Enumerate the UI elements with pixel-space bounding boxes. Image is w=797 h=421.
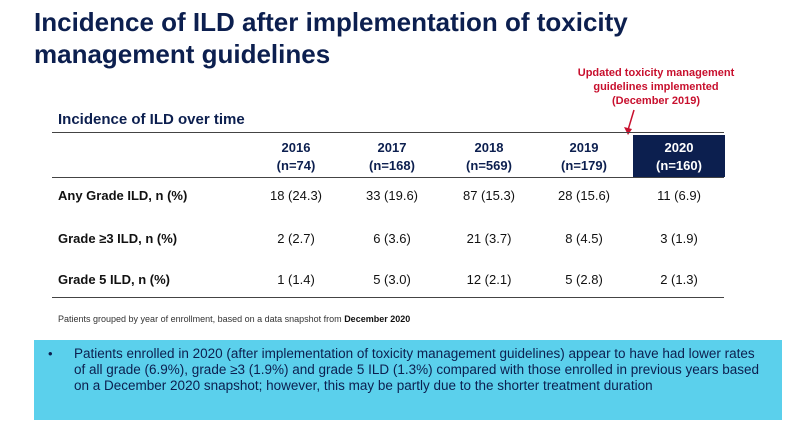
row-label-grade-5: Grade 5 ILD, n (%) [58,272,170,287]
table-cell: 1 (1.4) [277,272,315,287]
column-year: 2016 [281,140,311,155]
section-heading: Incidence of ILD over time [58,111,245,128]
annotation-line-1: Updated toxicity management [577,67,735,79]
column-header-2018: 2018 (n=569) [443,135,535,177]
column-n: (n=179) [561,158,607,173]
table-cell: 2 (2.7) [277,231,315,246]
column-n: (n=160) [656,158,702,173]
row-label-any-grade: Any Grade ILD, n (%) [58,188,188,203]
table-cell: 3 (1.9) [660,231,698,246]
table-header-rule [52,177,724,178]
footnote: Patients grouped by year of enrollment, … [58,314,410,324]
table-cell: 21 (3.7) [466,231,512,246]
table-cell: 18 (24.3) [269,188,323,203]
table-cell: 5 (3.0) [373,272,411,287]
table-cell: 33 (19.6) [365,188,419,203]
table-cell: 8 (4.5) [565,231,603,246]
column-header-2017: 2017 (n=168) [346,135,438,177]
table-bottom-rule [52,297,724,298]
footnote-text: Patients grouped by year of enrollment, … [58,314,345,324]
column-year: 2018 [474,140,504,155]
annotation-line-3: (December 2019) [611,95,701,107]
table-cell: 2 (1.3) [660,272,698,287]
column-header-2019: 2019 (n=179) [538,135,630,177]
table-cell: 87 (15.3) [462,188,516,203]
table-cell: 5 (2.8) [565,272,603,287]
table-cell: 28 (15.6) [557,188,611,203]
column-year: 2020 [664,140,694,155]
column-n: (n=168) [369,158,415,173]
table-cell: 11 (6.9) [657,188,701,203]
footnote-date: December 2020 [344,314,411,324]
annotation-arrow-icon [624,109,635,135]
summary-text: Patients enrolled in 2020 (after impleme… [74,346,760,393]
annotation-line-2: guidelines implemented [593,81,719,93]
summary-box: • Patients enrolled in 2020 (after imple… [34,340,782,420]
column-n: (n=569) [466,158,512,173]
column-n: (n=74) [276,158,316,173]
column-year: 2017 [377,140,407,155]
column-header-2020: 2020 (n=160) [633,135,725,177]
column-year: 2019 [569,140,599,155]
slide-title: Incidence of ILD after implementation of… [34,7,628,69]
table-top-rule [52,132,724,133]
guideline-annotation: Updated toxicity management guidelines i… [556,66,756,108]
column-header-2016: 2016 (n=74) [250,135,342,177]
table-cell: 12 (2.1) [466,272,512,287]
table-cell: 6 (3.6) [373,231,411,246]
bullet-dot-icon: • [48,346,53,361]
row-label-grade-3: Grade ≥3 ILD, n (%) [58,231,178,246]
